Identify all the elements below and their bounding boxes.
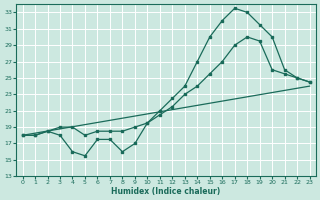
X-axis label: Humidex (Indice chaleur): Humidex (Indice chaleur) <box>111 187 221 196</box>
